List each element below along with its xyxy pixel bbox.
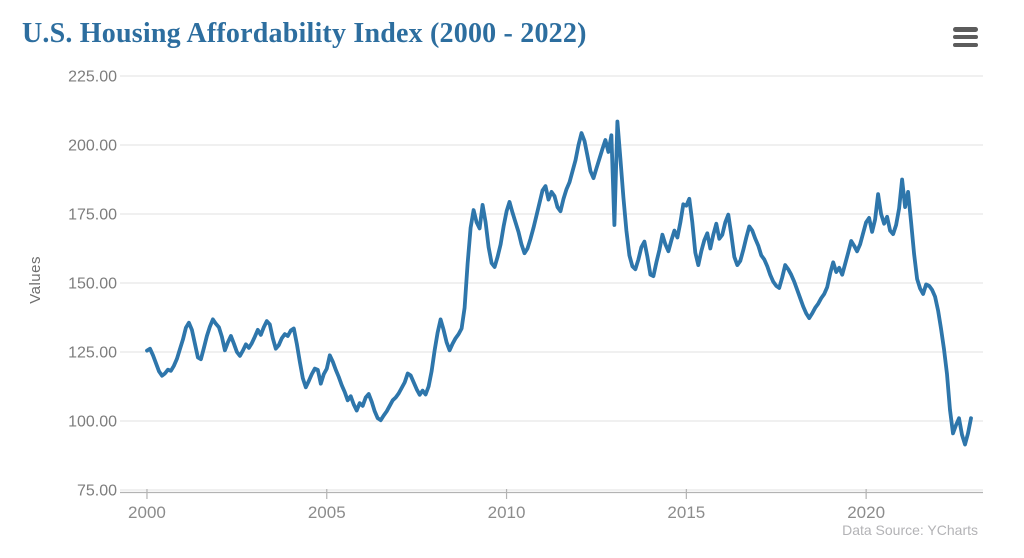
y-axis-tick-label: 100.00 [68,414,117,431]
x-axis-tick-label: 2010 [488,503,526,522]
hamburger-bar [953,42,978,47]
x-axis-tick-label: 2020 [847,503,885,522]
x-axis-tick-label: 2005 [308,503,346,522]
hamburger-bar [953,34,978,40]
chart-title: U.S. Housing Affordability Index (2000 -… [22,18,587,49]
data-source-note: Data Source: YCharts [842,522,978,538]
y-axis-tick-label: 175.00 [68,207,117,224]
x-axis-tick-label: 2015 [667,503,705,522]
hamburger-menu-icon[interactable] [953,27,978,47]
hamburger-bar [953,27,978,32]
y-axis-tick-label: 125.00 [68,345,117,362]
y-axis-tick-label: 225.00 [68,69,117,86]
affordability-index-line[interactable] [145,119,973,447]
y-axis-title: Values [27,256,44,304]
x-axis-tick-label: 2000 [128,503,166,522]
y-axis-tick-label: 150.00 [68,276,117,293]
y-axis-tick-label: 200.00 [68,138,117,155]
y-axis-tick-label: 75.00 [77,483,117,500]
